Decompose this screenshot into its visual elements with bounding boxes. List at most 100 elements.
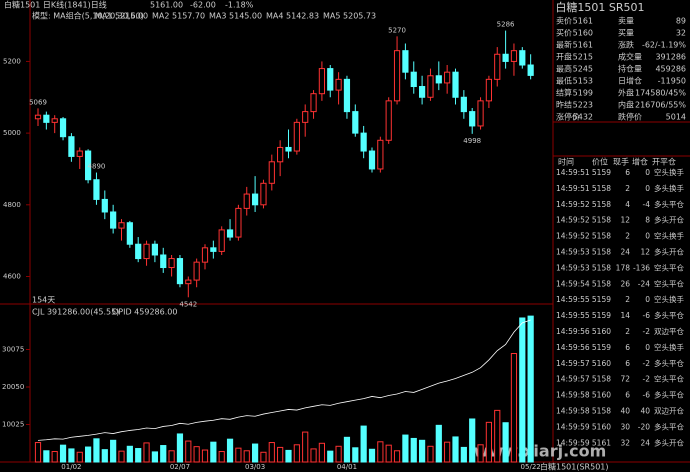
trade-cell: 14 — [620, 311, 630, 320]
trade-header: 时间 — [558, 157, 574, 167]
volume-bar — [477, 444, 484, 463]
trade-cell: 14:59:52 — [556, 216, 590, 225]
volume-bar — [485, 421, 492, 463]
candle-body — [510, 50, 518, 62]
volume-bar — [360, 425, 367, 463]
volume-bar — [85, 446, 92, 463]
open-interest-line — [37, 319, 531, 441]
quote-cell: 5161 — [573, 17, 593, 26]
volume-bar — [176, 433, 184, 463]
y-tick-label: 10025 — [2, 421, 24, 429]
trade-cell: 40 — [640, 407, 650, 416]
trade-cell: 14:59:51 — [556, 168, 590, 177]
trade-cell: 4 — [625, 200, 630, 209]
volume-bar — [135, 448, 142, 463]
volume-bar — [494, 409, 501, 463]
tab: 白糖1501(SR501) — [540, 462, 609, 472]
trade-cell: 14:59:52 — [556, 232, 590, 241]
quote-cell: 5215 — [573, 53, 593, 62]
trade-cell: 多头平仓 — [654, 199, 684, 209]
trade-cell: 5160 — [592, 422, 611, 431]
trade-cell: 5158 — [592, 232, 611, 241]
volume-bar — [285, 449, 292, 463]
trade-cell: 14:59:58 — [556, 407, 590, 416]
candle-body — [469, 111, 476, 127]
volume-legend: OPID 459286.00 — [112, 308, 177, 317]
trade-cell: -2 — [643, 327, 651, 336]
candle-body — [51, 118, 58, 123]
volume-bar — [460, 446, 467, 463]
volume-bar — [235, 447, 242, 463]
volume-bar — [393, 450, 401, 463]
trade-cell: 14:59:57 — [556, 359, 590, 368]
trade-cell: 5158 — [592, 216, 611, 225]
volume-bar — [452, 436, 459, 463]
trade-cell: 5159 — [592, 295, 611, 304]
candle-body — [393, 50, 401, 102]
candle-body — [360, 132, 367, 152]
candle-body — [76, 150, 83, 157]
candle-body — [185, 279, 192, 285]
candle-body — [68, 136, 75, 157]
candle-body — [101, 198, 108, 213]
trade-cell: 0 — [645, 184, 650, 193]
trade-cell: 14:59:56 — [556, 343, 590, 352]
trade-header: 增仓 — [632, 157, 648, 167]
trade-cell: 5158 — [592, 407, 611, 416]
trade-cell: 5158 — [592, 200, 611, 209]
trade-cell: 空头平仓 — [654, 278, 684, 288]
candle-body — [143, 243, 150, 260]
volume-bar — [410, 437, 417, 463]
trade-cell: 24 — [640, 438, 650, 447]
quote-cell: 5153 — [573, 77, 593, 86]
trade-cell: 5160 — [592, 391, 611, 400]
quote-cell: 391286 — [655, 53, 686, 62]
quote-cell: 成交量 — [618, 52, 642, 62]
volume-bar — [118, 450, 125, 463]
candle-body — [126, 222, 133, 245]
quote-cell: 216706/55% — [635, 101, 686, 110]
candle-body — [485, 78, 492, 102]
y-tick-label: 30075 — [2, 346, 24, 354]
candle-body — [193, 261, 200, 281]
trade-header: 开平仓 — [652, 157, 676, 167]
quote-cell: -11950 — [658, 77, 686, 86]
quote-cell: 最新 — [556, 40, 572, 50]
trade-cell: -4 — [643, 200, 651, 209]
trade-cell: 多头平仓 — [654, 310, 684, 320]
trade-cell: 5159 — [592, 343, 611, 352]
volume-bar — [427, 445, 434, 463]
volume-bar — [218, 451, 225, 463]
candle-body — [226, 229, 234, 238]
trade-cell: -20 — [638, 422, 650, 431]
trade-cell: 32 — [620, 438, 630, 447]
volume-bar — [268, 442, 275, 463]
candle-body — [419, 86, 426, 98]
quote-cell: 结算 — [556, 88, 572, 98]
ma-legend: MA3 5145.00 — [209, 12, 262, 21]
quote-cell: 卖量 — [618, 17, 634, 26]
volume-bar — [277, 446, 284, 463]
trade-cell: 5158 — [592, 263, 611, 272]
volume-bar — [210, 441, 217, 463]
ma-legend: MA2 5157.70 — [152, 12, 205, 21]
quote-cell: 买价 — [556, 29, 572, 38]
trade-cell: 5158 — [592, 184, 611, 193]
candle-body — [59, 118, 67, 138]
trade-cell: 5161 — [592, 438, 611, 447]
trade-cell: 14:59:54 — [556, 279, 590, 288]
model-label: 模型: MA组合(5,10,20,30,60) — [32, 11, 144, 21]
quote-cell: 5199 — [573, 89, 593, 98]
quote-cell: 5223 — [573, 101, 593, 110]
trade-cell: 40 — [620, 407, 630, 416]
trade-cell: 14:59:53 — [556, 248, 590, 257]
quote-change: -62.00 — [190, 1, 216, 10]
candle-body — [410, 71, 417, 88]
candle-body — [402, 50, 409, 73]
trade-cell: 空头换手 — [654, 231, 684, 241]
trade-cell: 空头换手 — [654, 167, 684, 177]
trade-cell: 2 — [625, 327, 630, 336]
x-tick-label: 04/01 — [337, 463, 357, 471]
quote-title: 白糖1501 SR501 — [555, 0, 644, 14]
trade-cell: 14:59:57 — [556, 375, 590, 384]
